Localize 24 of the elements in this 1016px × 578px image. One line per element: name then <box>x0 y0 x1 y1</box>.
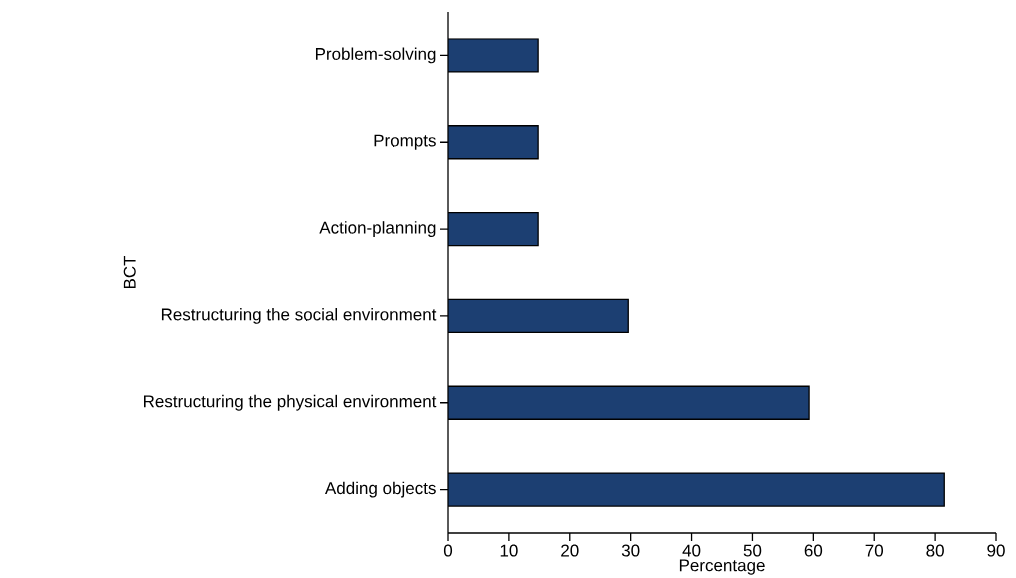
x-tick-label: 0 <box>443 544 453 557</box>
bar <box>448 211 539 247</box>
x-tick-label: 90 <box>987 544 1005 557</box>
bar <box>448 472 945 507</box>
bar <box>448 125 539 160</box>
bar <box>448 385 810 420</box>
y-tick-label: Restructuring the social environment <box>161 308 437 324</box>
y-tick-label: Problem-solving <box>315 47 436 64</box>
y-tick-label: Adding objects <box>324 481 436 498</box>
x-tick-label: 10 <box>500 544 518 557</box>
y-tick-label: Restructuring the physical environment <box>144 394 437 411</box>
x-tick-label: 70 <box>865 544 884 557</box>
y-tick-label: Action-planning <box>319 221 436 238</box>
x-tick-label: 30 <box>621 544 640 557</box>
x-tick-label: 80 <box>926 544 944 557</box>
bar <box>448 298 629 334</box>
y-tick-label: Prompts <box>374 134 436 150</box>
x-tick-label: 50 <box>743 544 762 557</box>
x-tick-label: 40 <box>682 544 701 557</box>
x-tick-label: 60 <box>804 544 823 557</box>
y-axis-title: BCT <box>123 255 136 289</box>
x-axis-title: Percentage <box>679 559 765 575</box>
bar <box>448 38 539 73</box>
x-tick-label: 20 <box>561 544 579 557</box>
